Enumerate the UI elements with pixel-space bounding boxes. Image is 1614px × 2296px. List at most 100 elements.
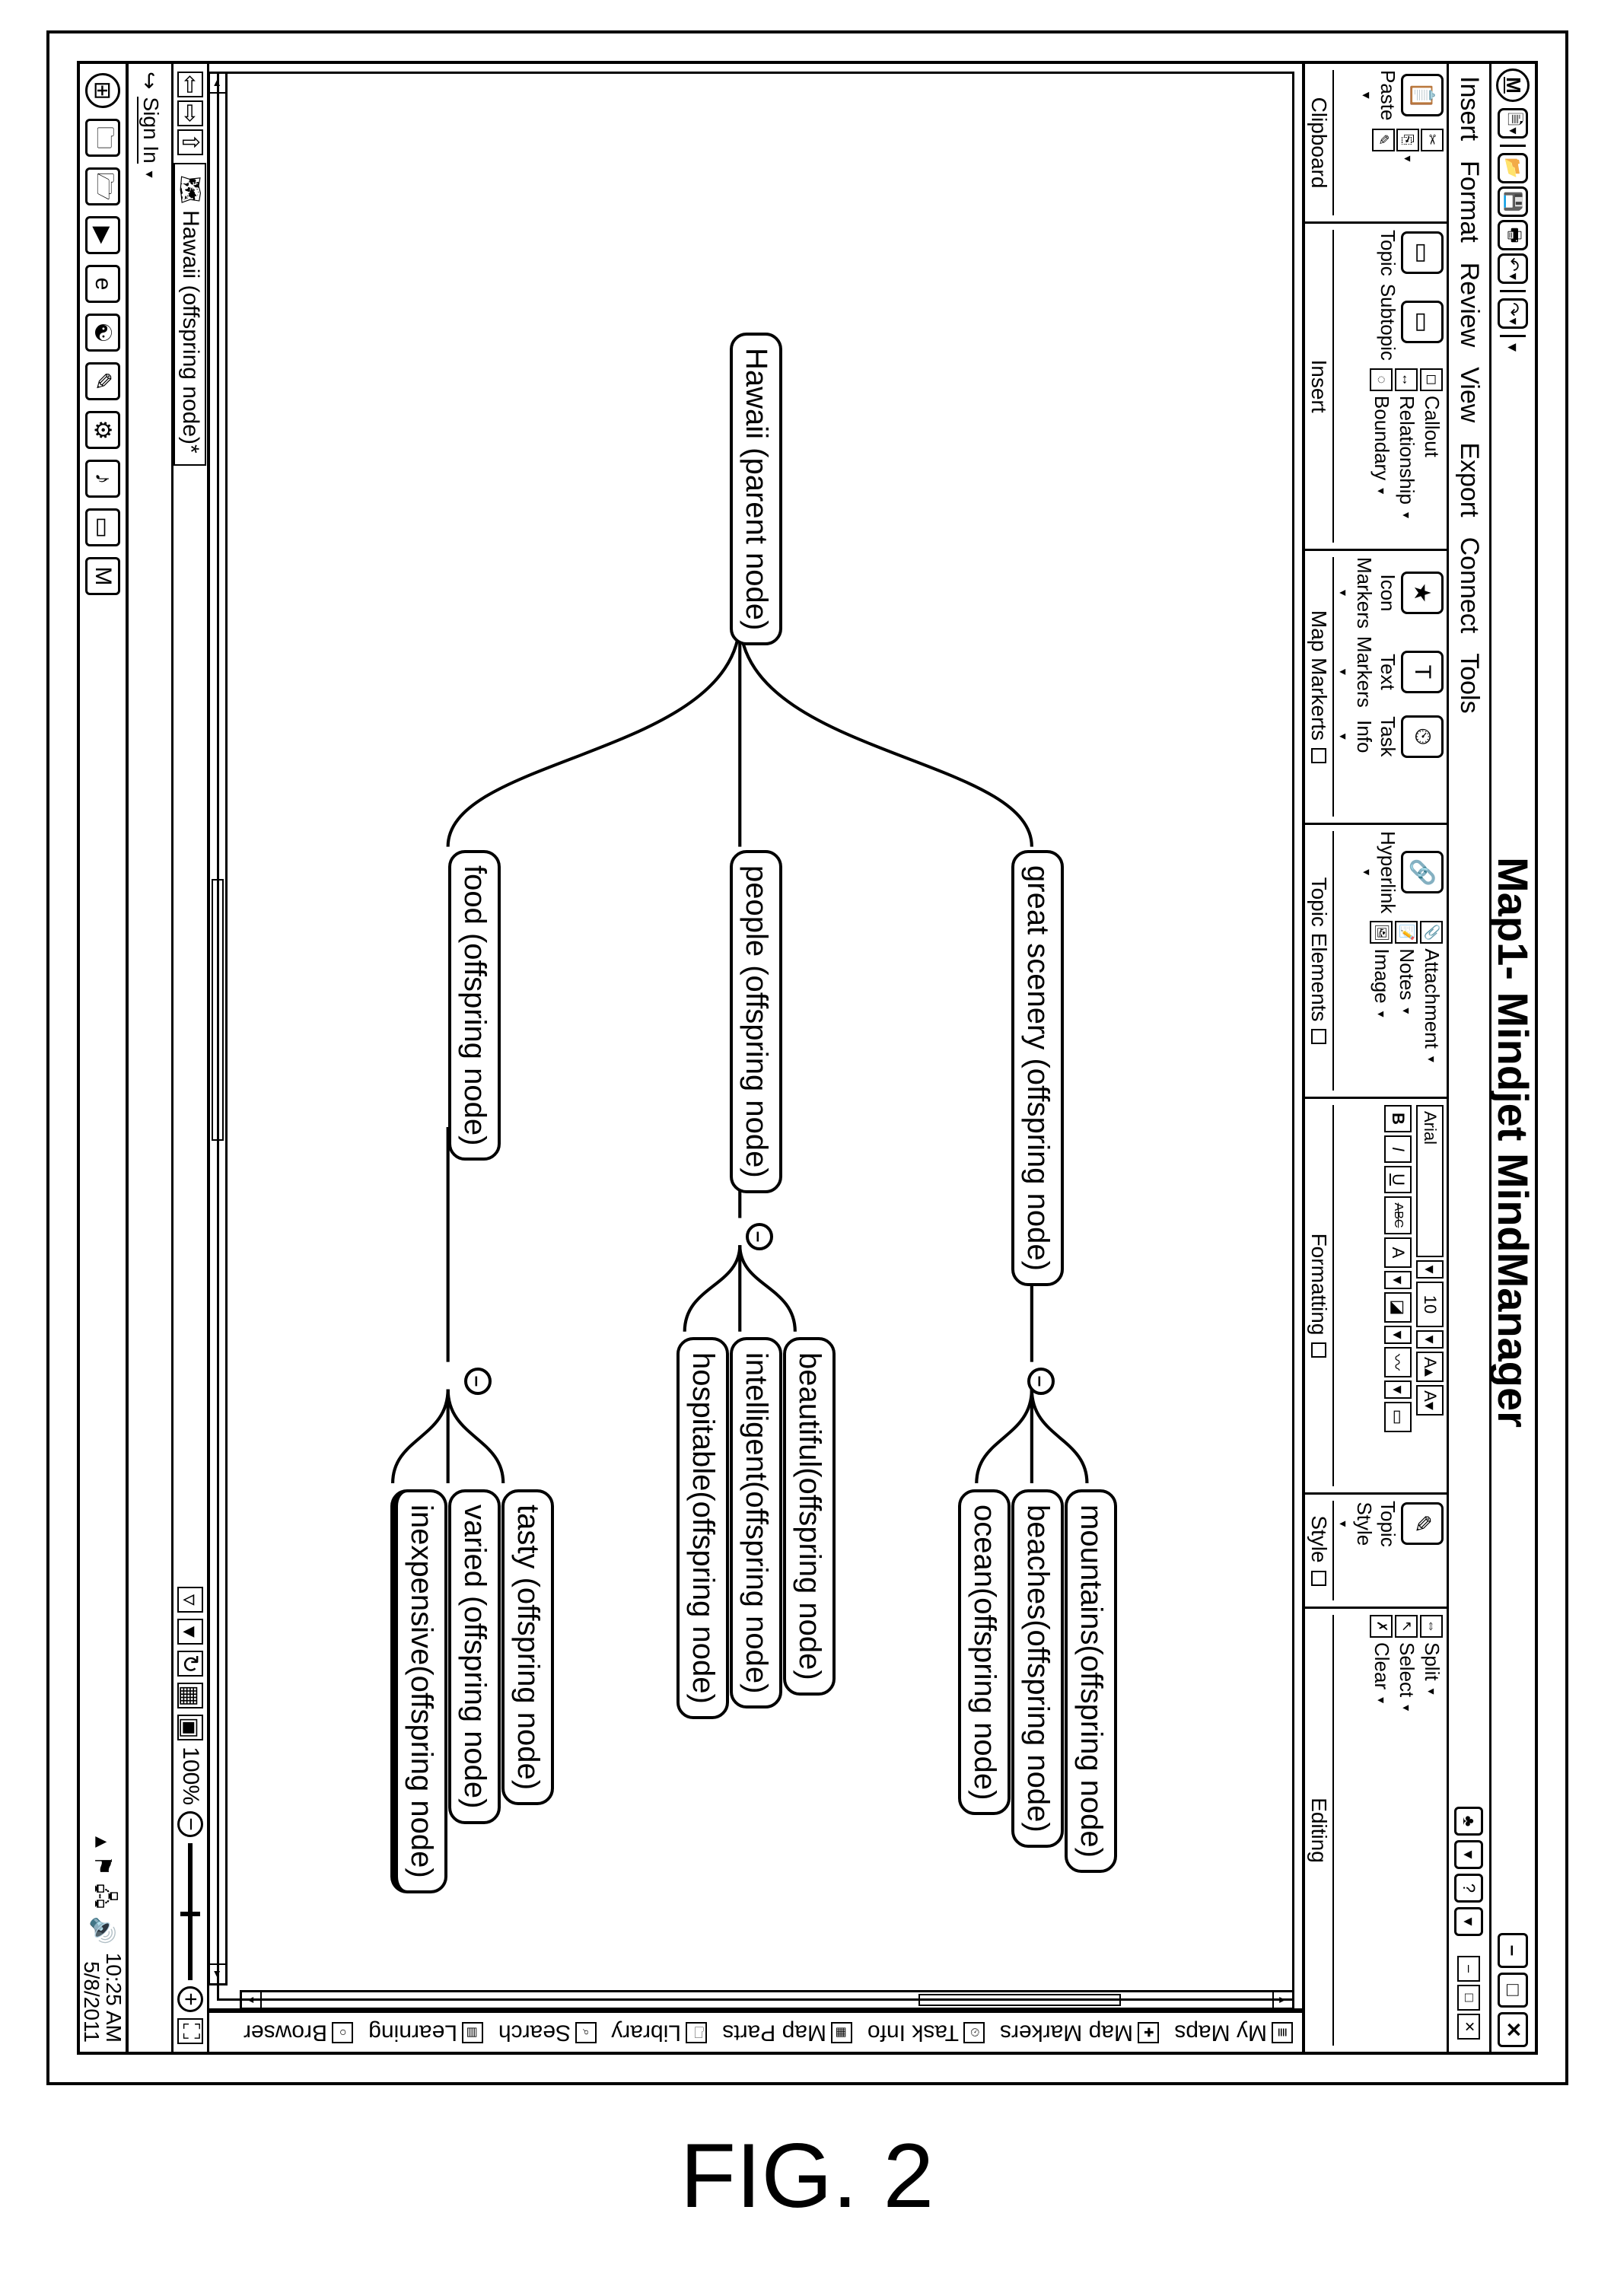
boundary-button[interactable]: ◌Boundary xyxy=(1370,368,1393,518)
image-button[interactable]: 🖼Image xyxy=(1370,921,1393,1062)
view-filter-icon[interactable]: ▦ xyxy=(177,1683,203,1708)
topicel-launcher[interactable] xyxy=(1311,1029,1326,1044)
qat-save-icon[interactable]: 💾 xyxy=(1498,186,1528,217)
node-b1-c2[interactable]: beaches(offspring node) xyxy=(1011,1489,1064,1848)
callout-button[interactable]: ◻Callout xyxy=(1420,368,1444,518)
icon-markers-button[interactable]: ★ Icon Markers▾ xyxy=(1335,557,1444,629)
node-b3-c2[interactable]: varied (offspring node) xyxy=(448,1489,501,1824)
taskbar-app2-icon[interactable]: ✎ xyxy=(85,362,120,400)
taskbar-app1-icon[interactable]: ☯ xyxy=(85,314,120,352)
tray-network-icon[interactable]: 🖧 xyxy=(83,1884,122,1909)
node-b1-c1[interactable]: mountains(offspring node) xyxy=(1065,1489,1117,1873)
line-color-drop-icon[interactable]: ▾ xyxy=(1384,1380,1412,1399)
view-fit-icon[interactable]: ▣ xyxy=(177,1715,203,1740)
node-b3-c3[interactable]: inexpensive(offspring node) xyxy=(390,1489,447,1893)
markers-launcher[interactable] xyxy=(1311,748,1326,763)
topic-style-button[interactable]: ✎ Topic Style▾ xyxy=(1335,1501,1444,1547)
tray-volume-icon[interactable]: 🔊 xyxy=(89,1916,116,1944)
sidetab-task-info[interactable]: ⏲Task Info xyxy=(867,2020,985,2046)
tab-export[interactable]: Export xyxy=(1454,442,1484,517)
tab-insert[interactable]: Insert xyxy=(1454,76,1484,141)
chevron-down-icon-2[interactable]: ▾ xyxy=(1454,1907,1483,1936)
view-drop-icon[interactable]: ▿ xyxy=(177,1587,203,1613)
mdi-close-button[interactable]: ✕ xyxy=(1457,2014,1480,2040)
expander-branch-3[interactable]: – xyxy=(464,1368,492,1395)
node-root[interactable]: Hawaii (parent node) xyxy=(730,333,782,645)
vscroll-up-icon[interactable]: ▴ xyxy=(1272,1992,1292,2008)
subtopic-button[interactable]: ▭ Subtopic xyxy=(1376,284,1444,361)
fill-color-button[interactable]: ◪ xyxy=(1384,1292,1412,1323)
node-b2-c2[interactable]: intelligent(offspring node) xyxy=(730,1337,782,1708)
taskbar-app4-icon[interactable]: ♪ xyxy=(85,460,120,498)
tab-review[interactable]: Review xyxy=(1454,263,1484,347)
tray-expand-icon[interactable]: ▴ xyxy=(89,1836,116,1848)
document-tab[interactable]: 🗺 Hawaii (offspring node)* xyxy=(173,163,206,466)
tab-view[interactable]: View xyxy=(1454,367,1484,422)
topic-button[interactable]: ▭ Topic xyxy=(1376,230,1444,276)
sidetab-learning[interactable]: ▤Learning xyxy=(368,2020,482,2046)
vscroll-down-icon[interactable]: ▾ xyxy=(242,1992,262,2008)
split-button[interactable]: ⇔Split xyxy=(1420,1615,1444,1711)
task-info-button[interactable]: ⏲ Task Info▾ xyxy=(1335,715,1444,758)
hyperlink-button[interactable]: 🔗 Hyperlink▾ xyxy=(1359,831,1444,913)
shrink-font-button[interactable]: A▾ xyxy=(1416,1385,1444,1415)
vscroll-track[interactable] xyxy=(262,1992,1272,2008)
font-size-select[interactable]: 10 xyxy=(1416,1282,1444,1327)
sidetab-my-maps[interactable]: ≣My Maps xyxy=(1174,2020,1293,2046)
hscroll-track[interactable] xyxy=(210,94,225,1963)
notes-button[interactable]: 📝Notes xyxy=(1395,921,1418,1062)
sign-in-link[interactable]: Sign In xyxy=(137,97,163,163)
taskbar-app5-icon[interactable]: ▭ xyxy=(85,508,120,546)
taskbar-media-icon[interactable]: ▶ xyxy=(85,216,120,254)
clear-button[interactable]: ✗Clear xyxy=(1370,1615,1393,1711)
start-button[interactable]: ⊞ xyxy=(85,73,120,108)
zoom-out-button[interactable]: − xyxy=(177,1811,203,1837)
italic-button[interactable]: I xyxy=(1384,1135,1412,1163)
doc-nav-back-icon[interactable]: ⇦ xyxy=(177,72,203,97)
shape-button[interactable]: ▭ xyxy=(1384,1402,1412,1432)
cut-button[interactable]: ✂ xyxy=(1421,129,1444,162)
formatting-launcher[interactable] xyxy=(1311,1342,1326,1358)
attachment-button[interactable]: 📎Attachment xyxy=(1420,921,1444,1062)
tab-connect[interactable]: Connect xyxy=(1454,537,1484,634)
expander-branch-2[interactable]: – xyxy=(746,1223,773,1250)
hscroll-right-icon[interactable]: ▸ xyxy=(210,1963,225,1983)
vscroll-thumb[interactable] xyxy=(918,1994,1121,2006)
line-color-button[interactable]: 〰 xyxy=(1384,1347,1412,1377)
copy-button[interactable]: ⎘▾ xyxy=(1396,129,1419,162)
taskbar-explorer-icon[interactable]: 🗀 xyxy=(85,119,120,157)
relationship-button[interactable]: ↔Relationship xyxy=(1395,368,1418,518)
tab-tools[interactable]: Tools xyxy=(1454,653,1484,713)
font-family-drop-icon[interactable]: ▾ xyxy=(1416,1260,1444,1279)
font-size-drop-icon[interactable]: ▾ xyxy=(1416,1330,1444,1349)
view-refresh-icon[interactable]: ↻ xyxy=(177,1651,203,1677)
qat-new-icon[interactable]: 🗎 xyxy=(1498,108,1528,139)
underline-button[interactable]: U xyxy=(1384,1166,1412,1193)
style-icon[interactable]: ♣ xyxy=(1454,1807,1483,1836)
minimize-button[interactable]: – xyxy=(1498,1933,1528,1968)
strike-button[interactable]: ABC xyxy=(1384,1196,1412,1234)
signin-arrow-icon[interactable]: ↪ xyxy=(137,72,162,89)
view-drop-icon-2[interactable]: ▾ xyxy=(177,1619,203,1645)
vertical-scrollbar[interactable]: ▴ ▾ xyxy=(240,1990,1294,2010)
tab-format[interactable]: Format xyxy=(1454,161,1484,243)
style-launcher[interactable] xyxy=(1311,1571,1326,1586)
format-painter-button[interactable]: ✎ xyxy=(1372,129,1395,162)
taskbar-folder-icon[interactable]: 🗁 xyxy=(85,167,120,205)
zoom-in-button[interactable]: + xyxy=(177,1986,203,2012)
qat-redo-icon[interactable]: ↷ xyxy=(1498,298,1528,329)
font-color-drop-icon[interactable]: ▾ xyxy=(1384,1271,1412,1289)
node-branch-3[interactable]: food (offspring node) xyxy=(448,850,501,1161)
qat-open-icon[interactable]: 📂 xyxy=(1498,153,1528,183)
taskbar-mindmanager-icon[interactable]: M xyxy=(85,557,120,595)
paste-button[interactable]: 📋 Paste ▾ xyxy=(1358,70,1444,121)
qat-undo-icon[interactable]: ↶ xyxy=(1498,253,1528,284)
qat-print-icon[interactable]: 🖶 xyxy=(1498,220,1528,250)
font-family-select[interactable]: Arial xyxy=(1416,1105,1444,1257)
sidetab-library[interactable]: 🗀Library xyxy=(611,2020,707,2046)
bold-button[interactable]: B xyxy=(1384,1105,1412,1132)
mdi-restore-button[interactable]: □ xyxy=(1457,1985,1480,2011)
fill-color-drop-icon[interactable]: ▾ xyxy=(1384,1326,1412,1344)
horizontal-scrollbar[interactable]: ◂ ▸ xyxy=(208,72,228,1986)
text-markers-button[interactable]: T Text Markers▾ xyxy=(1335,636,1444,708)
